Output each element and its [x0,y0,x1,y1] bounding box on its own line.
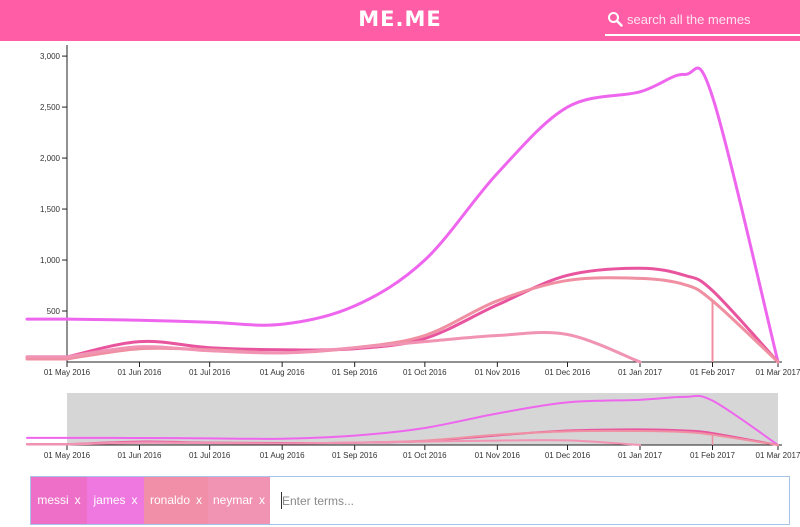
tag-label: james [93,493,126,507]
overview-chart: 01 May 2016 01 Jun 2016 01 Jul 2016 01 Aug … [26,393,800,460]
terms-bar: messi x james x ronaldo x neymar x [30,476,800,525]
main-chart: 500 1,000 1,500 2,000 2,500 3,000 01 May 2016 0… [25,45,800,377]
y-tick-label: 2,000 [40,154,61,163]
tag-label: ronaldo [149,493,191,507]
search-input[interactable] [627,9,797,29]
x-tick-label: 01 May 2016 [44,368,91,377]
x-tick-label: 01 Dec 2016 [545,368,591,377]
tag-james: james x [87,477,144,524]
x-tick-label: 01 Feb 2017 [690,451,735,460]
x-tick-label: 01 Oct 2016 [403,368,447,377]
x-tick-label: 01 Oct 2016 [403,451,447,460]
tag-label: messi [37,493,69,507]
y-tick-label: 1,500 [40,205,61,214]
terms-input[interactable] [274,477,800,524]
y-tick-label: 3,000 [40,52,61,61]
series-line [26,394,779,446]
x-tick-label: 01 May 2016 [44,451,91,460]
series-line [25,66,780,364]
tag-messi: messi x [31,477,87,524]
search-icon[interactable] [607,11,623,27]
series-line [26,439,642,446]
x-tick-label: 01 Jun 2016 [117,451,162,460]
x-tick-label: 01 Nov 2016 [475,451,521,460]
site-logo[interactable]: ME.ME [358,7,442,31]
x-tick-label: 01 Jul 2016 [189,451,231,460]
x-tick-label: 01 Jan 2017 [618,368,663,377]
y-tick-label: 500 [47,307,61,316]
x-tick-label: 01 Jun 2016 [117,368,162,377]
x-tick-label: 01 Dec 2016 [545,451,591,460]
y-tick-label: 2,500 [40,103,61,112]
remove-tag-button[interactable]: x [131,493,138,507]
x-tick-label: 01 Mar 2017 [756,451,800,460]
series-line [25,331,642,364]
x-tick-label: 01 Aug 2016 [260,451,305,460]
tag-neymar: neymar x [208,477,270,524]
remove-tag-button[interactable]: x [196,493,203,507]
series-line [25,266,780,364]
text-cursor [281,492,282,509]
x-tick-label: 01 Mar 2017 [756,368,800,377]
y-tick-label: 1,000 [40,256,61,265]
remove-tag-button[interactable]: x [259,493,265,507]
tag-ronaldo: ronaldo x [144,477,208,524]
search-box[interactable] [605,6,800,36]
x-tick-label: 01 Jul 2016 [189,368,231,377]
x-tick-label: 01 Jan 2017 [618,451,663,460]
x-tick-label: 01 Feb 2017 [690,368,735,377]
tag-label: neymar [212,493,253,507]
top-bar: ME.ME [0,0,800,41]
x-tick-label: 01 Aug 2016 [260,368,305,377]
x-tick-label: 01 Sep 2016 [332,368,378,377]
x-tick-label: 01 Sep 2016 [332,451,378,460]
x-tick-label: 01 Nov 2016 [475,368,521,377]
brush-selection [67,393,778,445]
remove-tag-button[interactable]: x [74,493,81,507]
